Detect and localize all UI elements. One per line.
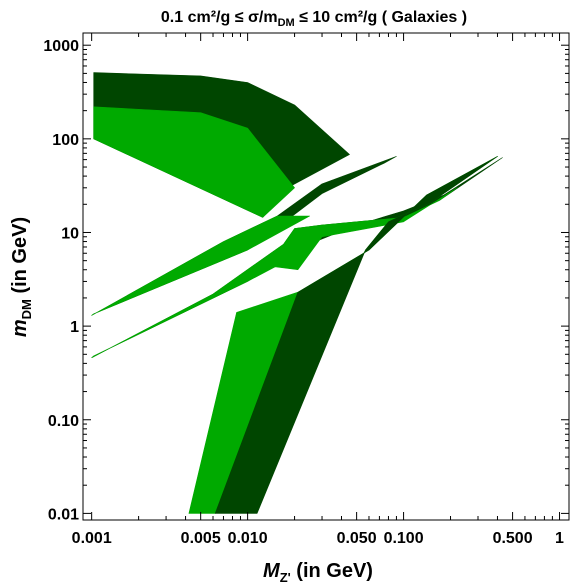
tick-labels: 0.001 0.005 0.010 0.050 0.100 0.500 1 0.01 0.10 1… — [43, 38, 564, 547]
y-tick-label: 0.01 — [48, 506, 79, 523]
axis-ticks — [83, 33, 569, 520]
y-tick-label: 100 — [52, 132, 79, 149]
x-tick-label: 0.050 — [337, 530, 377, 547]
region-light-5 — [91, 187, 458, 359]
y-tick-label: 1 — [70, 319, 79, 336]
y-tick-label: 10 — [61, 226, 79, 243]
x-tick-label: 1 — [555, 530, 564, 547]
x-tick-label: 0.005 — [181, 530, 221, 547]
region-dark-7 — [214, 156, 498, 514]
chart-title: 0.1 cm²/g ≤ σ/mDM ≤ 10 cm²/g ( Galaxies … — [161, 9, 467, 29]
x-tick-label: 0.010 — [228, 530, 268, 547]
y-tick-label: 0.10 — [48, 413, 79, 430]
x-tick-label: 0.001 — [72, 530, 112, 547]
y-axis-label: mDM (in GeV) — [9, 217, 34, 337]
x-tick-label: 0.100 — [384, 530, 424, 547]
plot-frame — [82, 32, 570, 521]
x-axis-label: MZ' (in GeV) — [263, 560, 373, 585]
region-light-3 — [91, 215, 311, 316]
regions — [91, 72, 503, 514]
y-tick-label: 1000 — [43, 38, 79, 55]
region-light-1 — [93, 106, 295, 218]
x-tick-label: 0.500 — [493, 530, 533, 547]
